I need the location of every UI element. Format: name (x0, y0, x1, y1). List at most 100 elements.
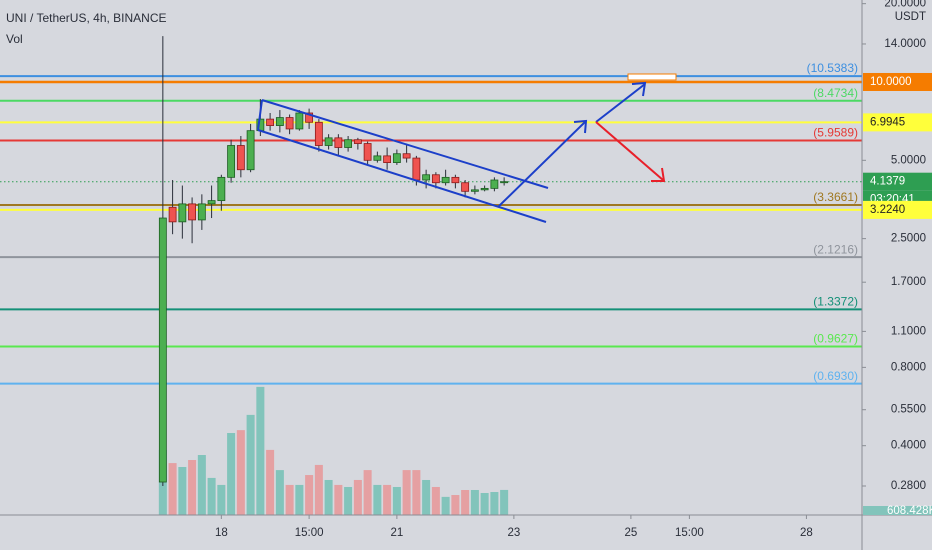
price-box (863, 200, 932, 219)
y-tick-label: 1.1000 (891, 325, 926, 337)
candle-body (217, 176, 226, 202)
candle-body (422, 174, 431, 181)
candle-body (470, 189, 479, 192)
level-label: (3.3661) (813, 190, 858, 204)
level-label: (2.1216) (813, 242, 858, 256)
candle-body (490, 179, 499, 189)
volume-bar (422, 479, 431, 515)
price-box-label: 10.0000 (870, 76, 912, 88)
candle-body (158, 217, 167, 483)
target-box (627, 73, 677, 81)
arrow-up (595, 83, 646, 123)
x-tick-label: 18 (215, 527, 228, 539)
chart-title: UNI / TetherUS, 4h, BINANCE (6, 11, 167, 25)
price-box (863, 113, 932, 132)
candle-body (207, 200, 216, 205)
volume-bar (353, 479, 362, 515)
volume-bar (324, 479, 333, 515)
y-tick-label: 0.4000 (891, 440, 926, 452)
volume-bar (188, 459, 197, 515)
x-tick-label: 15:00 (675, 527, 704, 539)
y-tick-label: 2.5000 (891, 233, 926, 245)
candle-body (392, 153, 401, 163)
candle-body (412, 157, 421, 181)
candle-body (441, 176, 450, 184)
y-tick-label: 1.7000 (891, 276, 926, 288)
x-tick-label: 23 (507, 527, 520, 539)
volume-bar (236, 430, 245, 515)
volume-bar (197, 455, 206, 515)
y-tick-label: 0.5500 (891, 404, 926, 416)
price-box-label: 6.9945 (870, 116, 905, 128)
volume-bar (168, 463, 177, 515)
volume-bar (461, 489, 470, 515)
volume-bar (227, 433, 236, 515)
volume-bar (402, 470, 411, 515)
volume-bar (392, 486, 401, 515)
volume-bar (334, 484, 343, 515)
candle-body (295, 112, 304, 130)
level-label: (5.9589) (813, 126, 858, 140)
arrow-up (497, 121, 586, 208)
candle-body (334, 137, 343, 148)
volume-bar (266, 449, 275, 515)
candle-body (373, 155, 382, 161)
volume-label: 608.428K (887, 505, 932, 517)
candle-body (363, 143, 372, 161)
level-label: (1.3372) (813, 294, 858, 308)
volume-bar (373, 484, 382, 515)
x-tick-label: 25 (624, 527, 637, 539)
candle-body (305, 112, 314, 123)
level-label: (0.9627) (813, 332, 858, 346)
levels-layer: (10.5383) (8.4734) (5.9589) (3.3661) (2.1216… (0, 61, 862, 385)
volume-bar (363, 470, 372, 515)
arrow-head (573, 119, 588, 134)
candle-body (236, 145, 245, 171)
volume-bar (344, 486, 353, 515)
volume-bar (480, 492, 489, 515)
channel-upper (261, 99, 549, 189)
x-tick-label: 21 (390, 527, 403, 539)
volume-bar (285, 484, 294, 515)
price-axis-bg (862, 0, 932, 550)
time-axis-bg (0, 515, 932, 550)
volume-bar (500, 489, 509, 515)
arrow-head (651, 167, 666, 182)
volume-bar (305, 475, 314, 515)
volume-bar (256, 386, 265, 515)
level-label: (10.5383) (807, 61, 858, 75)
candle-body (314, 121, 323, 146)
volume-bar (431, 486, 440, 515)
volume-bar (383, 484, 392, 515)
volume-bar (441, 496, 450, 515)
volume-bar (207, 477, 216, 515)
volume-bar (275, 470, 284, 515)
candle-body (285, 117, 294, 130)
candle-body (461, 182, 470, 192)
volume-bar (412, 470, 421, 515)
volume-bar (470, 489, 479, 515)
price-box (863, 72, 932, 91)
candle-body (431, 174, 440, 184)
volume-layer (158, 386, 509, 515)
y-tick-label: 20.0000 (884, 0, 926, 10)
candle-body (402, 153, 411, 159)
candle-body (480, 187, 489, 191)
volume-bar (314, 464, 323, 515)
volume-bar (490, 492, 499, 515)
level-label: (0.6930) (813, 369, 858, 383)
level-label: (8.4734) (813, 86, 858, 100)
x-tick-label: 28 (800, 527, 813, 539)
volume-bar (451, 495, 460, 515)
volume-bar (178, 467, 187, 515)
candle-body (266, 118, 275, 126)
candles-layer (158, 36, 509, 486)
x-tick-label: 15:00 (295, 527, 324, 539)
candle-body (383, 155, 392, 163)
currency: USDT (895, 11, 926, 23)
candle-body (178, 203, 187, 223)
y-tick-label: 5.0000 (891, 154, 926, 166)
arrow-down (595, 121, 664, 181)
candle-body (353, 139, 362, 144)
